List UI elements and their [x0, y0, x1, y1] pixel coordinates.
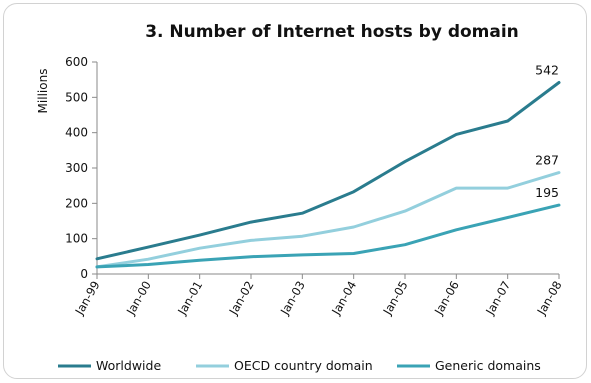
x-tick-label: Jan-00	[123, 279, 154, 318]
legend-label-oecd: OECD country domain	[234, 358, 373, 373]
y-axis-label: Millions	[36, 69, 50, 114]
y-tick-labels: 0 100 200 300 400 500 600	[65, 55, 88, 281]
y-tick-label: 300	[65, 161, 88, 175]
y-tick-label: 500	[65, 90, 88, 104]
series-lines	[97, 83, 559, 267]
data-label-generic-domains: 195	[535, 185, 559, 200]
x-tick-label: Jan-03	[277, 279, 308, 318]
legend-label-generic: Generic domains	[435, 358, 541, 373]
y-tick-label: 200	[65, 196, 88, 210]
y-tick-label: 100	[65, 232, 88, 246]
x-tick-labels: Jan-99 Jan-00 Jan-01 Jan-02 Jan-03 Jan-04 Jan-…	[72, 278, 565, 317]
data-label-oecd-country-domain: 287	[535, 153, 559, 168]
data-label-worldwide: 542	[535, 62, 559, 77]
legend: Worldwide OECD country domain Generic do…	[58, 358, 541, 373]
axes	[92, 62, 559, 279]
x-tick-label: Jan-06	[431, 279, 462, 318]
legend-label-worldwide: Worldwide	[96, 358, 161, 373]
x-tick-label: Jan-07	[482, 278, 513, 317]
series-line-generic-domains	[97, 205, 559, 267]
chart-title: 3. Number of Internet hosts by domain	[145, 22, 519, 42]
y-tick-label: 400	[65, 126, 88, 140]
x-tick-label: Jan-05	[380, 279, 411, 318]
x-tick-label: Jan-02	[226, 279, 257, 318]
y-tick-label: 0	[80, 267, 88, 281]
x-tick-label: Jan-04	[328, 279, 359, 318]
y-tick-label: 600	[65, 55, 88, 69]
x-tick-label: Jan-08	[534, 279, 565, 318]
x-tick-label: Jan-01	[174, 279, 205, 318]
x-tick-label: Jan-99	[72, 279, 103, 318]
